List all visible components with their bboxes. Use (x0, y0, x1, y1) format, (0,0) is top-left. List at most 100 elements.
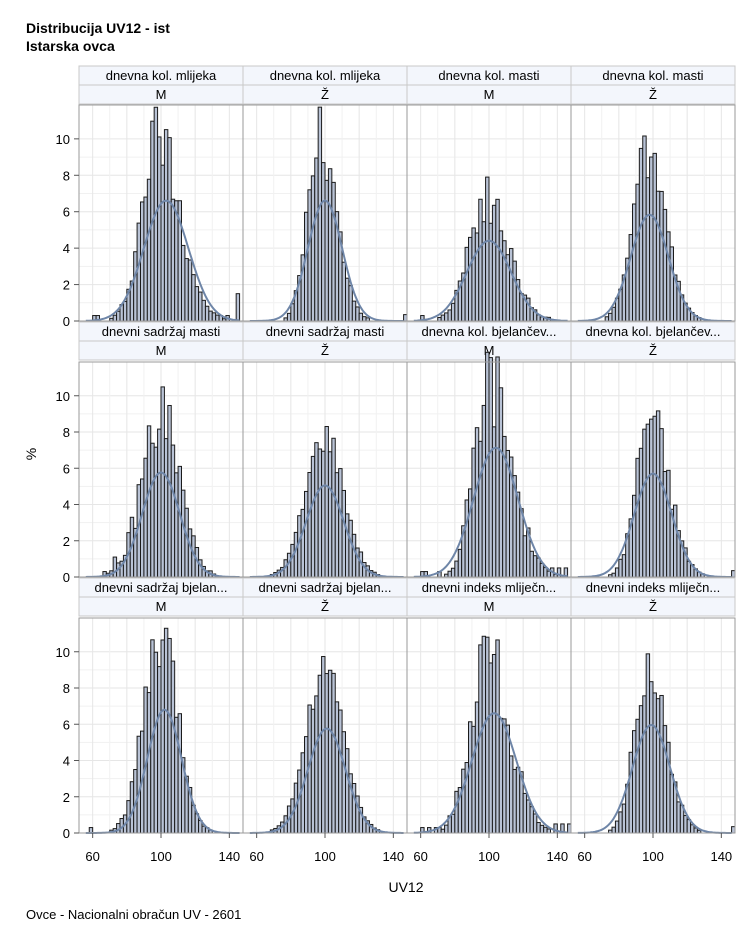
y-tick-label: 8 (63, 168, 70, 183)
histogram-bar (632, 203, 637, 322)
panel-sex-label: Ž (321, 87, 329, 102)
histogram-bar (645, 423, 651, 578)
histogram-bar (157, 666, 162, 834)
x-tick-label: 100 (150, 849, 172, 864)
y-tick-label: 2 (63, 790, 70, 805)
histogram-bar (474, 232, 480, 322)
y-tick-label: 10 (56, 645, 70, 660)
y-tick-label: 0 (63, 826, 70, 841)
histogram-bar (683, 815, 688, 834)
histogram-bar (666, 231, 671, 322)
histogram-bar (170, 444, 176, 578)
y-tick-label: 4 (63, 498, 70, 513)
histogram-bar (324, 673, 329, 834)
y-tick-label: 8 (63, 425, 70, 440)
histogram-bar (177, 713, 182, 834)
histogram-bar (310, 455, 316, 578)
histogram-bar (662, 208, 668, 322)
histogram-bar (321, 162, 326, 322)
panel-header-sex (570, 340, 736, 361)
normal-density-curve (85, 199, 240, 322)
histogram-bar (184, 507, 189, 578)
histogram-bar (655, 190, 661, 322)
x-tick-label: 140 (546, 849, 568, 864)
histogram-bar (194, 286, 200, 322)
histogram-bar (659, 190, 664, 322)
histogram-bar (331, 181, 336, 322)
histogram-bar (468, 236, 473, 322)
histogram-bar (184, 258, 189, 322)
panel-trait-label: dnevni indeks mliječn... (422, 580, 556, 595)
normal-density-curve (577, 472, 732, 578)
histogram-bar (618, 558, 623, 578)
histogram-bar (160, 639, 165, 834)
panel-trait-label: dnevna kol. mlijeka (270, 68, 381, 83)
histogram-bar (526, 799, 531, 834)
histogram-bar (174, 472, 179, 578)
histogram-bar (635, 718, 640, 834)
histogram-bar (618, 811, 623, 834)
histogram-bar (669, 773, 674, 834)
histogram-bar (461, 768, 466, 834)
y-tick-label: 6 (63, 205, 70, 220)
histogram-bar (163, 627, 169, 834)
histogram-bar (546, 828, 551, 834)
histogram-bar (471, 447, 476, 578)
histogram-bar (304, 490, 309, 578)
histogram-bar (485, 636, 490, 834)
panel-sex-label: Ž (649, 343, 657, 358)
y-tick-label: 2 (63, 534, 70, 549)
histogram-bar (522, 535, 528, 578)
histogram-bar (693, 827, 698, 834)
histogram-bar (628, 751, 633, 834)
panel-sex-label: Ž (649, 87, 657, 102)
histogram-bar (345, 513, 350, 578)
histogram-bar (546, 570, 551, 578)
panel-trait-label: dnevna kol. bjelančev... (586, 324, 721, 339)
histogram-bar (611, 572, 616, 578)
normal-density-curve (249, 199, 404, 322)
histogram-bar (731, 826, 736, 834)
histogram-bar (348, 285, 353, 322)
normal-density-curve (577, 723, 732, 834)
histogram-bar (532, 813, 538, 834)
x-tick-label: 140 (382, 849, 404, 864)
histogram-bar (659, 694, 664, 834)
y-axis-label: % (23, 448, 39, 460)
histogram-bar (341, 731, 347, 834)
histogram-bar (536, 822, 541, 834)
histogram-bar (614, 567, 620, 578)
panel-sex-label: M (156, 87, 167, 102)
histogram-bar (638, 447, 644, 578)
histogram-bar (478, 198, 483, 322)
histogram-bar (198, 291, 203, 322)
panel-sex-label: M (156, 343, 167, 358)
histogram-bar (488, 222, 493, 322)
histogram-bar (208, 310, 213, 322)
histogram-bar (488, 662, 493, 834)
histogram-bar (447, 570, 452, 578)
histogram-bar (669, 246, 674, 322)
histogram-bar (645, 653, 651, 834)
histogram-bar (181, 244, 186, 322)
histogram-bar (307, 189, 312, 322)
panel-trait-label: dnevna kol. masti (438, 68, 539, 83)
histogram-bar (345, 748, 350, 834)
histogram-bar (690, 824, 695, 834)
histogram-bar (334, 472, 340, 578)
histogram-bar (167, 637, 172, 834)
histogram-bar (362, 316, 367, 322)
histogram-bar (153, 446, 159, 578)
histogram-bar (341, 261, 347, 322)
histogram-bar (191, 274, 196, 322)
histogram-bar (174, 200, 179, 322)
histogram-bar (338, 468, 343, 578)
normal-density-curve (249, 484, 404, 578)
histogram-bar (485, 176, 490, 322)
histogram-bar (116, 310, 121, 322)
histogram-bar (498, 387, 504, 578)
chart-subtitle: Istarska ovca (26, 38, 115, 54)
histogram-bar (529, 806, 534, 834)
histogram-bar (177, 465, 182, 578)
histogram-bar (170, 660, 176, 834)
